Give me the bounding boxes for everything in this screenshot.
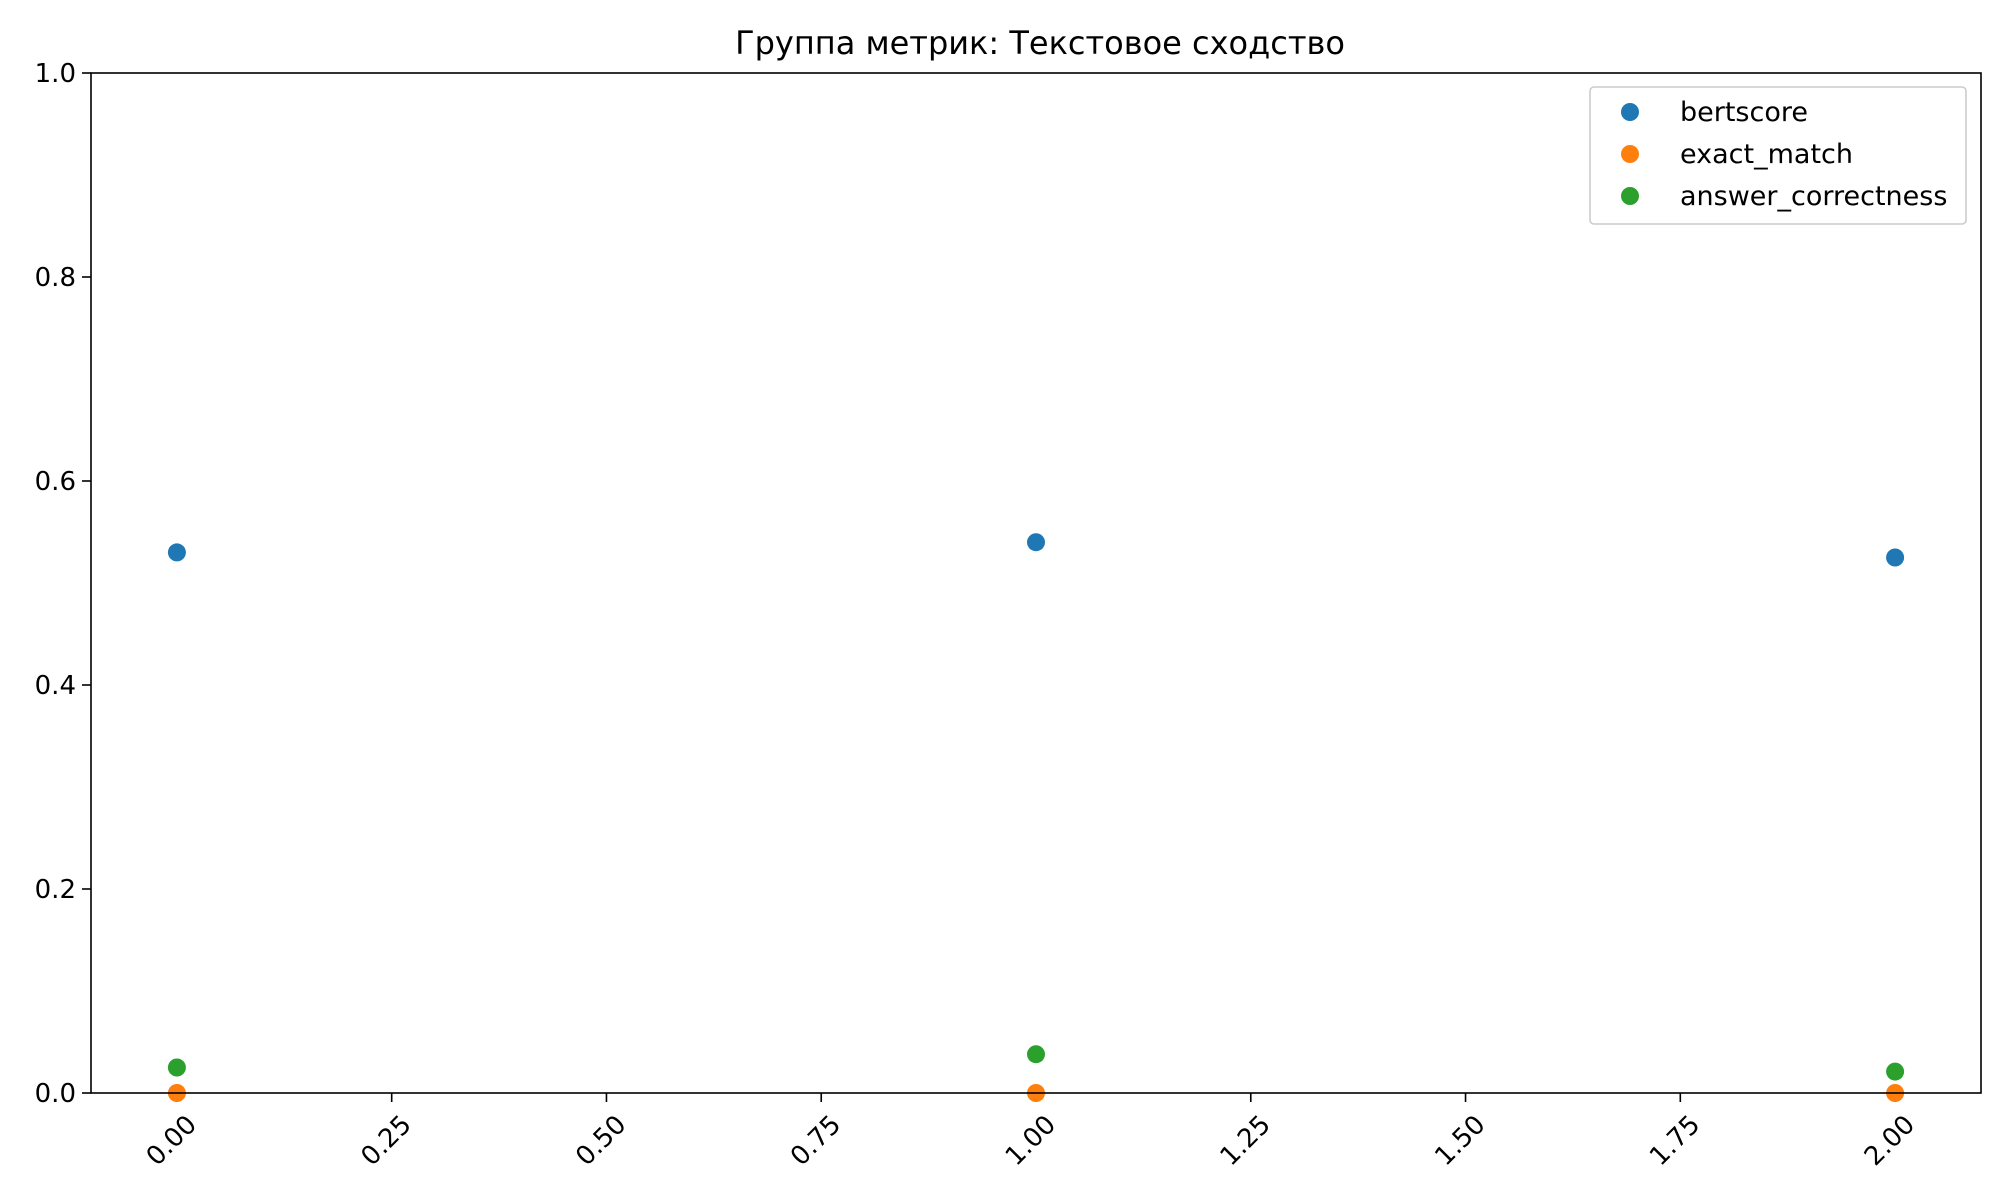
legend-marker-bertscore (1621, 103, 1639, 121)
y-tick-label: 0.2 (35, 875, 76, 905)
legend-box (1589, 86, 1967, 225)
x-tick-label: 0.50 (570, 1110, 632, 1172)
data-point-answer_correctness (1886, 1062, 1905, 1081)
y-tick-label: 0.0 (35, 1079, 76, 1109)
x-tick-label: 0.75 (785, 1110, 847, 1172)
x-tick-label: 2.00 (1859, 1110, 1921, 1172)
y-tick-label: 1.0 (35, 59, 76, 89)
legend: bertscore exact_match answer_correctness (1589, 86, 1967, 225)
data-points-layer (167, 533, 1905, 1102)
y-tick-label: 0.6 (35, 467, 76, 497)
chart-title: Группа метрик: Текстовое сходство (735, 24, 1345, 62)
legend-label: bertscore (1680, 97, 1808, 128)
data-point-bertscore (1886, 548, 1905, 567)
axes-layer: 0.0 0.2 0.4 0.6 0.8 1.0 0.00 0.25 0.50 0.75 1.00 1.… (35, 59, 1921, 1172)
x-tick-label: 1.50 (1429, 1110, 1491, 1172)
x-tick-label: 0.25 (355, 1110, 417, 1172)
legend-marker-answer_correctness (1621, 187, 1639, 205)
data-point-answer_correctness (1027, 1045, 1045, 1064)
x-tick-label: 1.75 (1644, 1110, 1706, 1172)
data-point-bertscore (167, 543, 186, 562)
x-tick-label: 1.25 (1215, 1110, 1277, 1172)
data-point-answer_correctness (167, 1058, 186, 1077)
y-tick-label: 0.4 (35, 671, 76, 701)
plot-frame (90, 72, 1982, 1094)
legend-label: answer_correctness (1680, 181, 1947, 212)
x-tick-label: 1.00 (1000, 1110, 1062, 1172)
data-point-bertscore (1027, 533, 1045, 552)
x-tick-label: 0.00 (141, 1110, 203, 1172)
legend-label: exact_match (1680, 139, 1853, 170)
y-tick-label: 0.8 (35, 263, 76, 293)
legend-marker-exact_match (1621, 145, 1639, 163)
